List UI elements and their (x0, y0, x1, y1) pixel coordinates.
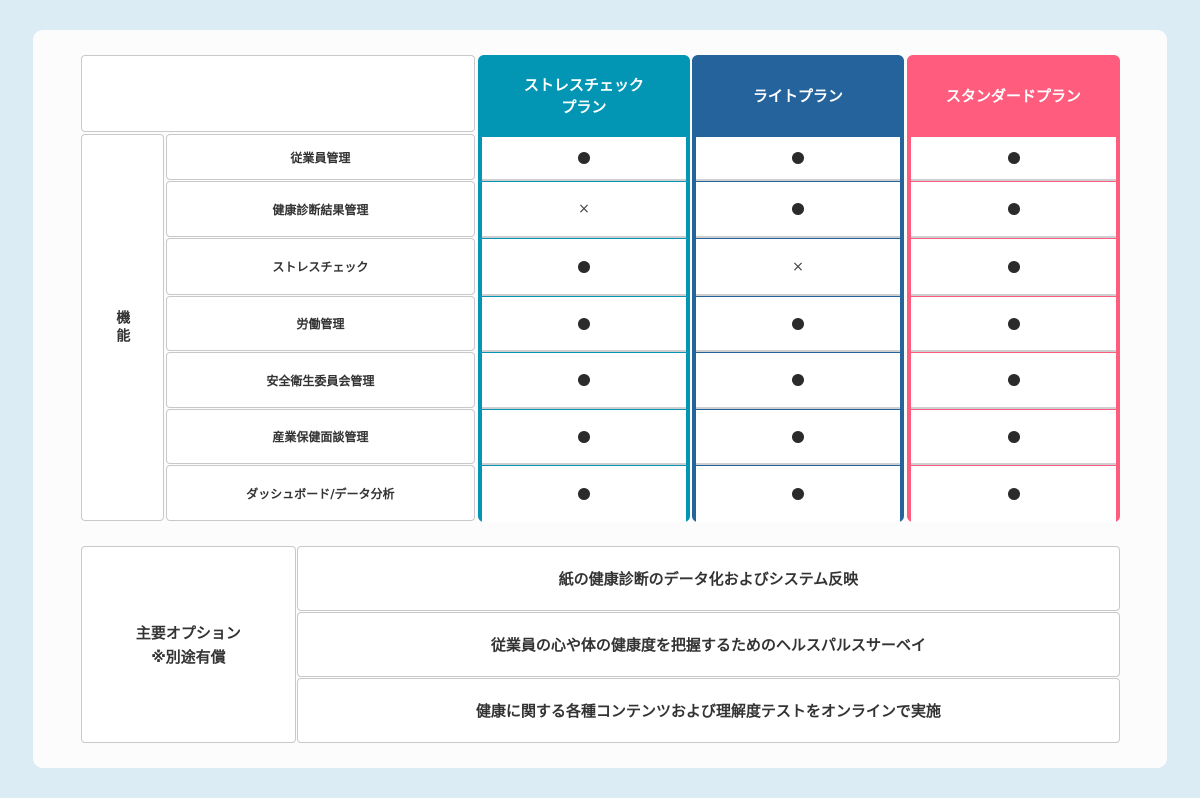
included-icon (578, 317, 590, 330)
not-included-icon: × (792, 258, 804, 275)
plan-cell (482, 353, 686, 409)
plan-cell: × (482, 182, 686, 238)
included-icon (792, 317, 804, 330)
option-row: 紙の健康診断のデータ化およびシステム反映 (297, 546, 1120, 611)
feature-row: 労働管理 (166, 296, 475, 351)
plan-cell (482, 137, 686, 181)
feature-row: 産業保健面談管理 (166, 409, 475, 464)
plan-header: ライトプラン (696, 59, 900, 132)
included-icon (578, 152, 590, 164)
feature-label: ストレスチェック (272, 260, 369, 274)
plan-cell (911, 239, 1116, 296)
plan-cell (911, 182, 1116, 238)
feature-label: ダッシュボード/データ分析 (246, 486, 395, 501)
plan-cell (696, 137, 900, 181)
feature-row: ストレスチェック (166, 238, 475, 295)
plan-cell (911, 466, 1116, 522)
option-row: 健康に関する各種コンテンツおよび理解度テストをオンラインで実施 (297, 678, 1120, 743)
included-icon (1007, 152, 1020, 164)
included-icon (1007, 488, 1020, 500)
plan-cell (696, 353, 900, 409)
header-blank-cell (81, 55, 475, 132)
plan-cell (696, 297, 900, 352)
plan-column: ライトプラン × (692, 55, 904, 522)
feature-row: 安全衛生委員会管理 (166, 352, 475, 408)
included-icon (578, 260, 590, 273)
option-label: 健康に関する各種コンテンツおよび理解度テストをオンラインで実施 (475, 702, 941, 720)
included-icon (792, 430, 804, 443)
option-row: 従業員の心や体の健康度を把握するためのヘルスパルスサーベイ (297, 612, 1120, 677)
plan-name: ライトプラン (752, 86, 843, 105)
plan-cell (911, 137, 1116, 181)
plan-name-line2: プラン (561, 97, 607, 116)
options-label-cell: 主要オプション ※別途有償 (81, 546, 296, 743)
options-note: ※別途有償 (151, 647, 226, 666)
plan-cell (696, 466, 900, 522)
plan-name: ストレスチェック (523, 75, 644, 94)
included-icon (578, 430, 590, 443)
feature-label: 健康診断結果管理 (272, 202, 369, 217)
plan-cell (911, 353, 1116, 409)
option-label: 従業員の心や体の健康度を把握するためのヘルスパルスサーベイ (490, 636, 926, 654)
included-icon (1007, 374, 1020, 386)
plan-cell (696, 410, 900, 465)
plan-header: スタンダードプラン (911, 59, 1116, 132)
feature-label: 従業員管理 (290, 150, 351, 165)
plan-cell (482, 466, 686, 522)
plan-column: ストレスチェック プラン × (478, 55, 690, 522)
features-category-label: 機能 (81, 134, 164, 521)
plan-cell (911, 297, 1116, 352)
plan-cell: × (696, 239, 900, 296)
included-icon (1007, 203, 1020, 215)
included-icon (792, 152, 804, 164)
plan-cell (482, 239, 686, 296)
feature-label: 安全衛生委員会管理 (266, 373, 375, 388)
feature-row: 従業員管理 (166, 134, 475, 180)
option-label: 紙の健康診断のデータ化およびシステム反映 (558, 570, 859, 588)
plan-header: ストレスチェック プラン (482, 59, 686, 132)
plan-cell (482, 410, 686, 465)
included-icon (1007, 260, 1020, 273)
feature-row: ダッシュボード/データ分析 (166, 465, 475, 521)
plan-cell (482, 297, 686, 352)
feature-row: 健康診断結果管理 (166, 181, 475, 237)
plan-column: スタンダードプラン (907, 55, 1120, 522)
included-icon (1007, 317, 1020, 330)
included-icon (792, 203, 804, 215)
category-label: 機能 (114, 309, 131, 346)
included-icon (578, 488, 590, 500)
plan-cell (696, 182, 900, 238)
feature-label: 労働管理 (296, 317, 345, 331)
included-icon (578, 374, 590, 386)
feature-label: 産業保健面談管理 (272, 430, 369, 444)
plan-cell (911, 410, 1116, 465)
included-icon (792, 488, 804, 500)
not-included-icon: × (578, 201, 590, 217)
included-icon (1007, 430, 1020, 443)
included-icon (792, 374, 804, 386)
options-label: 主要オプション (135, 623, 241, 642)
plan-name: スタンダードプラン (945, 86, 1081, 105)
